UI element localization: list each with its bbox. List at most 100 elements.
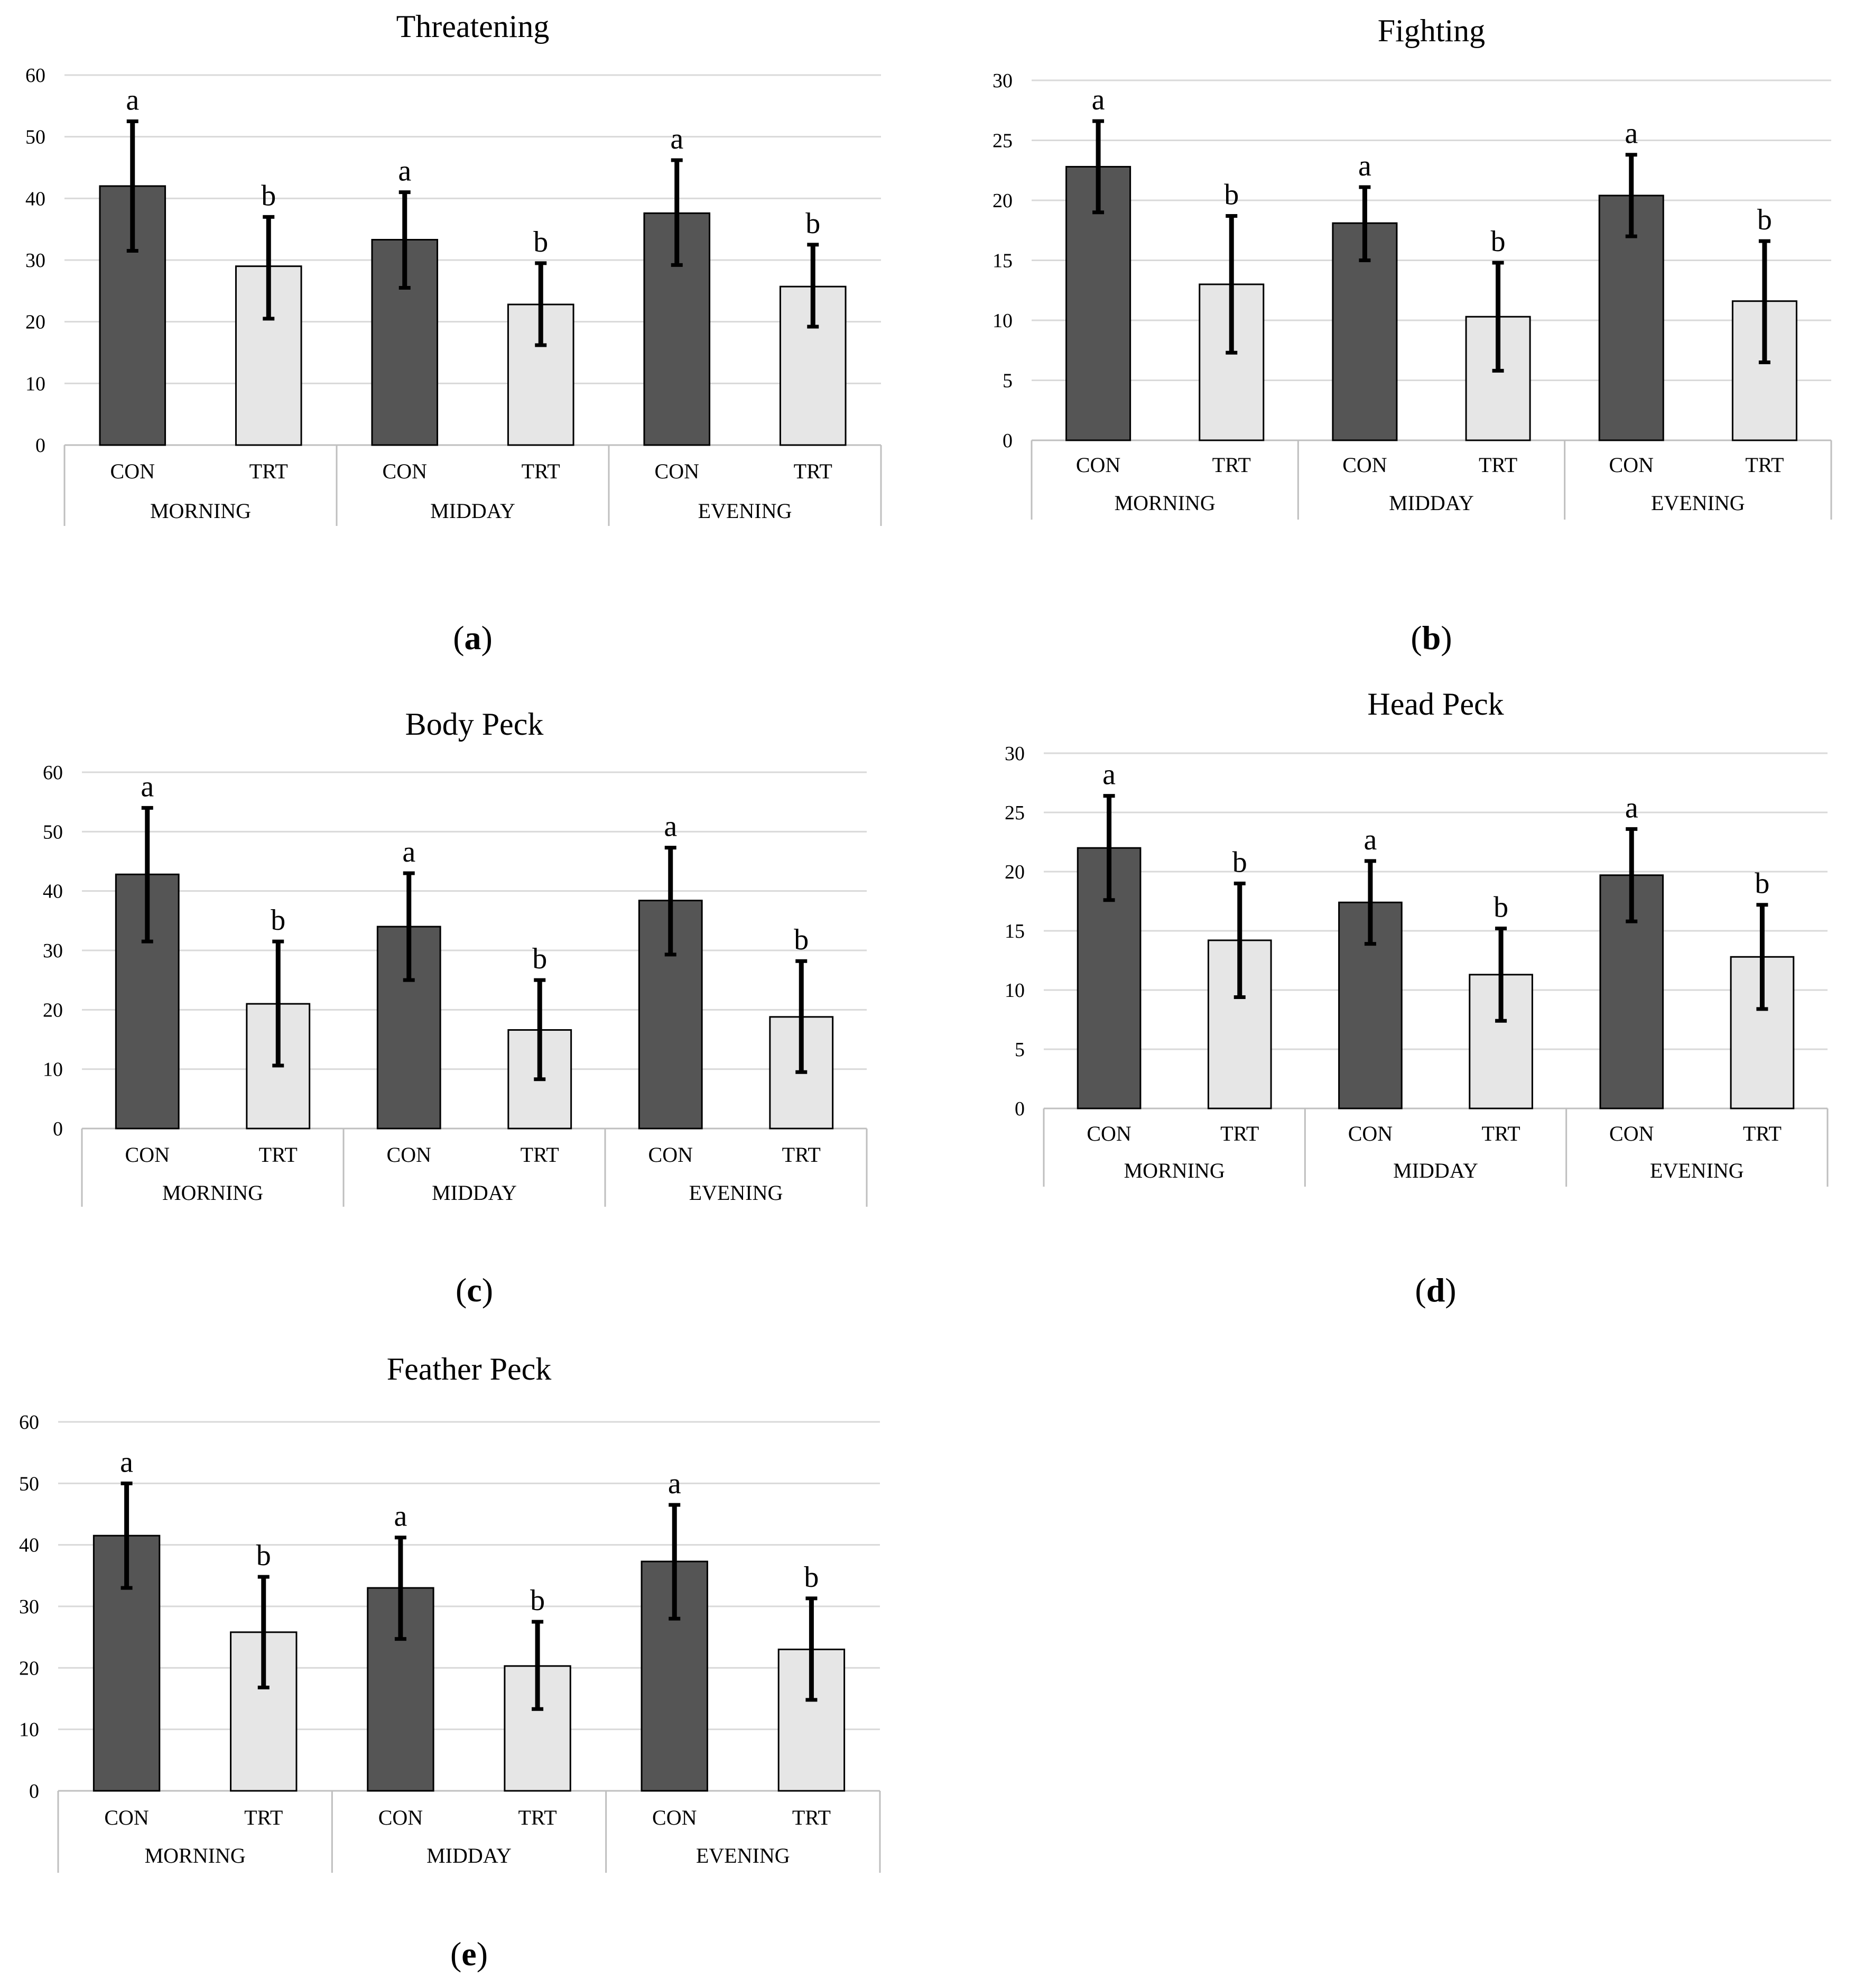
significance-letter: b [1757, 204, 1772, 236]
y-tick-label: 60 [19, 1411, 39, 1434]
y-tick-label: 60 [25, 64, 45, 87]
group-label: EVENING [1650, 1159, 1744, 1182]
y-tick-label: 10 [1005, 979, 1025, 1002]
caption-letter: d [1426, 1271, 1445, 1309]
y-tick-label: 15 [1005, 920, 1025, 942]
group-label: MORNING [145, 1844, 246, 1867]
significance-letter: a [1625, 791, 1638, 824]
y-tick-label: 20 [25, 311, 45, 334]
x-tick-label: CON [1609, 1122, 1654, 1145]
y-tick-label: 50 [25, 126, 45, 149]
significance-letter: a [141, 770, 154, 803]
caption-paren: ) [482, 1271, 493, 1309]
chart-panel-e: Feather Peck 0 10 20 30 40 50 60 a CON b TRT a CON b TR… [19, 1352, 881, 1973]
group-label: MIDDAY [1393, 1159, 1478, 1182]
significance-letter: b [1232, 846, 1247, 879]
group-label: MORNING [150, 499, 251, 523]
caption-paren: ( [450, 1935, 461, 1973]
x-tick-label: CON [125, 1143, 170, 1167]
significance-letter: a [664, 810, 677, 843]
x-tick-label: TRT [518, 1806, 557, 1829]
x-tick-label: CON [648, 1143, 693, 1167]
panel-caption: (d) [1415, 1271, 1456, 1309]
caption-paren: ( [456, 1271, 467, 1309]
caption-paren: ) [481, 619, 493, 656]
y-tick-label: 0 [1015, 1098, 1025, 1120]
significance-letter: b [1491, 225, 1506, 258]
y-tick-label: 0 [1003, 430, 1013, 452]
x-tick-label: TRT [1482, 1122, 1520, 1145]
significance-letter: a [668, 1467, 681, 1500]
x-tick-label: CON [1076, 453, 1120, 477]
significance-letter: a [1364, 824, 1377, 856]
significance-letter: a [1102, 759, 1116, 791]
group-label: MORNING [1124, 1159, 1225, 1182]
significance-letter: b [804, 1561, 819, 1594]
x-tick-label: CON [1342, 453, 1387, 477]
x-tick-label: CON [1348, 1122, 1393, 1145]
panel-caption: (e) [450, 1935, 488, 1973]
significance-letter: b [1494, 891, 1508, 924]
significance-letter: a [1092, 84, 1105, 116]
group-label: MIDDAY [1389, 491, 1474, 515]
group-label: EVENING [698, 499, 792, 523]
chart-title: Head Peck [1367, 687, 1504, 722]
y-tick-label: 30 [1005, 743, 1025, 765]
caption-paren: ( [1415, 1271, 1426, 1309]
significance-letter: a [394, 1500, 407, 1533]
caption-letter: e [461, 1935, 476, 1973]
y-tick-label: 5 [1015, 1039, 1025, 1061]
y-tick-label: 10 [25, 373, 45, 395]
caption-paren: ) [1445, 1271, 1456, 1309]
significance-letter: b [271, 904, 285, 937]
x-tick-label: CON [387, 1143, 431, 1167]
x-tick-label: TRT [522, 459, 560, 483]
significance-letter: b [530, 1584, 545, 1617]
y-tick-label: 20 [993, 190, 1013, 212]
x-tick-label: TRT [1743, 1122, 1782, 1145]
y-tick-label: 0 [35, 434, 45, 457]
significance-letter: b [805, 207, 820, 240]
x-tick-label: CON [378, 1806, 423, 1829]
significance-letter: a [398, 155, 411, 188]
x-tick-label: CON [1609, 453, 1654, 477]
significance-letter: a [120, 1446, 133, 1478]
caption-paren: ( [453, 619, 464, 656]
caption-letter: b [1422, 619, 1441, 656]
chart-title: Threatening [396, 9, 550, 44]
y-tick-label: 10 [19, 1719, 39, 1741]
group-label: MORNING [162, 1181, 263, 1205]
y-tick-label: 50 [19, 1473, 39, 1495]
y-tick-label: 30 [25, 249, 45, 272]
y-tick-label: 30 [19, 1596, 39, 1618]
y-tick-label: 5 [1003, 370, 1013, 392]
group-label: EVENING [1651, 491, 1745, 515]
x-tick-label: TRT [1479, 453, 1517, 477]
y-tick-label: 10 [993, 310, 1013, 332]
chart-title: Fighting [1378, 13, 1485, 48]
x-tick-label: TRT [794, 459, 832, 483]
caption-letter: c [467, 1271, 481, 1309]
bar-trt [1730, 956, 1795, 1109]
y-tick-label: 30 [43, 940, 63, 962]
group-label: MIDDAY [430, 499, 515, 523]
y-tick-label: 20 [43, 999, 63, 1021]
y-tick-label: 60 [43, 762, 63, 784]
panel-caption: (b) [1411, 619, 1452, 656]
significance-letter: a [1625, 117, 1638, 150]
y-tick-label: 30 [993, 70, 1013, 92]
x-tick-label: TRT [1212, 453, 1251, 477]
significance-letter: b [794, 923, 809, 956]
y-tick-label: 0 [29, 1780, 39, 1802]
significance-letter: b [1224, 179, 1239, 211]
panel-caption: (a) [453, 619, 493, 656]
y-tick-label: 20 [19, 1657, 39, 1679]
x-tick-label: TRT [792, 1806, 831, 1829]
y-tick-label: 0 [53, 1118, 63, 1140]
significance-letter: a [670, 123, 683, 155]
significance-letter: b [256, 1539, 271, 1572]
x-tick-label: CON [1087, 1122, 1131, 1145]
x-tick-label: TRT [521, 1143, 559, 1167]
x-tick-label: CON [655, 459, 699, 483]
